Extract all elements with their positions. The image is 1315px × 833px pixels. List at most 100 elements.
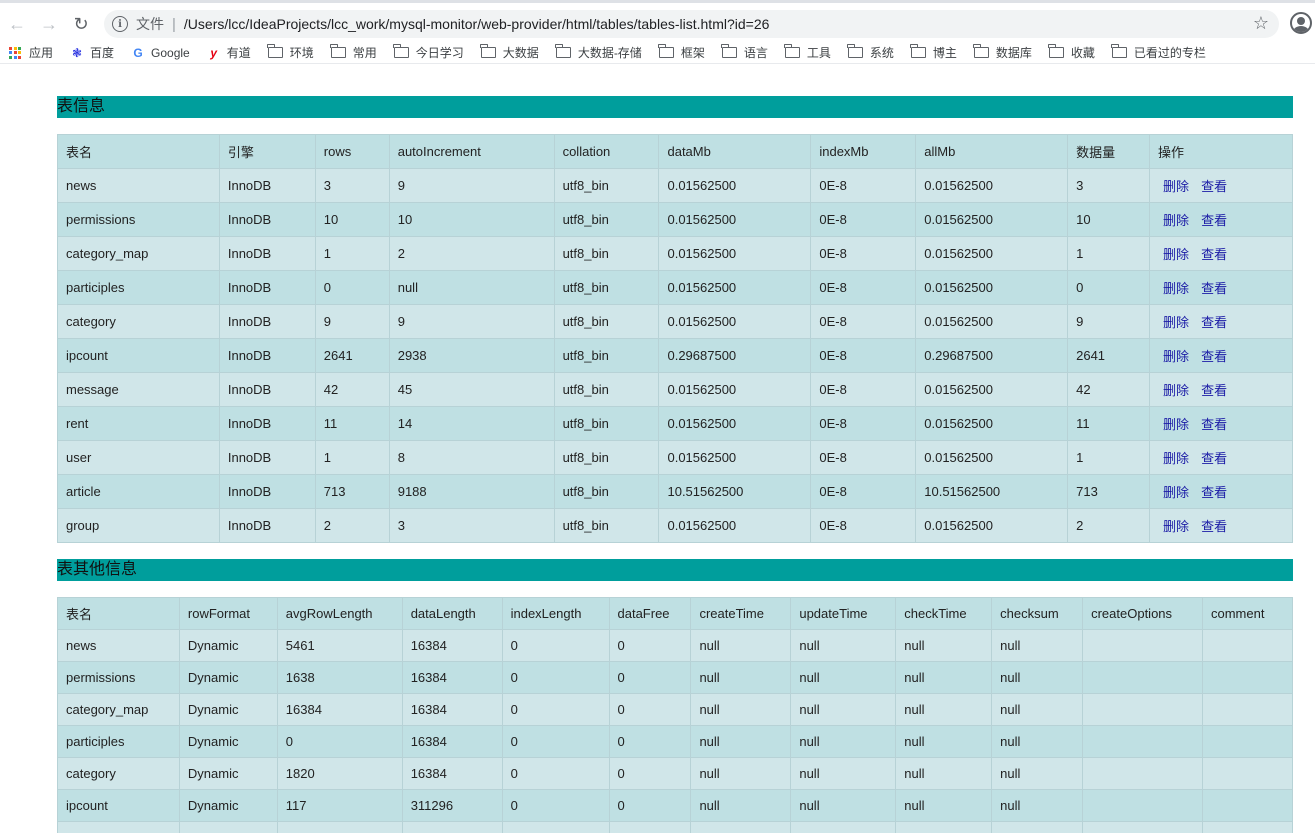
folder-icon [1111,44,1127,58]
table-cell: 0.01562500 [915,168,1069,203]
table-cell: null [895,725,993,758]
bookmark-item[interactable]: G Google [131,43,190,63]
table-cell: 11 [314,406,390,441]
table-cell: 1 [1067,236,1151,271]
table-row: rent InnoDB 11 14 utf8_bin 0.01562500 0E-8 0.01… [57,406,1293,441]
folder-icon [973,44,989,58]
table-cell: null [991,725,1084,758]
youdao-icon: y [210,45,218,60]
table-cell: 10.51562500 [915,474,1069,509]
bookmark-label: Google [151,45,190,60]
delete-link[interactable]: 删除 [1163,179,1190,194]
table-cell: 2938 [388,338,555,373]
delete-link[interactable]: 删除 [1163,349,1190,364]
view-link[interactable]: 查看 [1201,417,1228,432]
bookmark-item[interactable]: 应用 [9,43,53,63]
table-cell [501,821,610,833]
delete-link[interactable]: 删除 [1163,213,1190,228]
delete-link[interactable]: 删除 [1163,383,1190,398]
actions-cell: 删除 查看 [1149,270,1293,305]
view-link[interactable]: 查看 [1201,383,1228,398]
table-cell: null [790,757,897,790]
bookmark-item[interactable]: 语言 [721,43,768,63]
bookmark-label: 应用 [29,46,54,60]
delete-link[interactable]: 删除 [1163,281,1190,296]
bookmark-item[interactable]: 大数据 [480,43,539,63]
column-header: 数据量 [1067,134,1151,169]
bookmark-item[interactable]: 已看过的专栏 [1111,43,1206,63]
back-arrow-icon[interactable]: ← [8,13,26,34]
address-bar[interactable]: i 文件 | /Users/lcc/IdeaProjects/lcc_work/… [104,10,1279,38]
table-cell: 2641 [314,338,390,373]
bookmark-item[interactable]: 常用 [330,43,377,63]
table-cell: category [57,757,180,790]
delete-link[interactable]: 删除 [1163,485,1190,500]
view-link[interactable]: 查看 [1201,519,1228,534]
table-cell: 0E-8 [810,440,917,475]
table-cell: 0.01562500 [658,270,812,305]
view-link[interactable]: 查看 [1201,179,1228,194]
table-cell: 0 [608,629,692,662]
table-cell: 3 [314,168,390,203]
actions-cell: 删除 查看 [1149,508,1293,543]
table-cell: null [790,661,897,694]
bookmark-item[interactable]: 环境 [267,43,314,63]
omnibox-separator: | [172,15,176,33]
table-cell: InnoDB [218,338,316,373]
table-cell: null [690,629,792,662]
bookmark-item[interactable]: 框架 [658,43,705,63]
table-cell: 0E-8 [810,474,917,509]
bookmark-item[interactable]: y 有道 [207,43,250,63]
reload-icon[interactable]: ↻ [73,13,89,34]
table-cell: 0E-8 [810,372,917,407]
bookmark-item[interactable]: 博主 [910,43,957,63]
delete-link[interactable]: 删除 [1163,519,1190,534]
table-cell: 10 [388,202,555,237]
table-cell [1201,629,1294,662]
info-icon[interactable]: i [112,16,128,32]
bookmark-item[interactable]: 今日学习 [393,43,464,63]
actions-cell: 删除 查看 [1149,236,1293,271]
view-link[interactable]: 查看 [1201,281,1228,296]
bookmark-label: 数据库 [995,46,1032,60]
url-text[interactable]: /Users/lcc/IdeaProjects/lcc_work/mysql-m… [183,16,770,32]
table-row: news Dynamic 5461 16384 0 0 null null null null [57,629,1294,662]
table-cell: null [895,629,993,662]
view-link[interactable]: 查看 [1201,451,1228,466]
bookmark-item[interactable]: 工具 [784,43,831,63]
actions-cell: 删除 查看 [1149,338,1293,373]
table-cell: 0 [501,789,610,822]
delete-link[interactable]: 删除 [1163,417,1190,432]
table-cell: 713 [314,474,390,509]
profile-avatar-icon[interactable] [1290,12,1312,34]
view-link[interactable]: 查看 [1201,349,1228,364]
table-cell: InnoDB [218,304,316,339]
table-cell: category_map [57,693,180,726]
bookmark-item[interactable]: 收藏 [1048,43,1095,63]
view-link[interactable]: 查看 [1201,485,1228,500]
table-cell: 0 [501,693,610,726]
table-cell: InnoDB [218,508,316,543]
bookmark-star-icon[interactable]: ☆ [1252,13,1269,33]
bookmark-item[interactable]: ❃ 百度 [70,43,114,63]
folder-icon [721,44,737,58]
delete-link[interactable]: 删除 [1163,451,1190,466]
table-cell: InnoDB [218,474,316,509]
delete-link[interactable]: 删除 [1163,315,1190,330]
table-cell: 1 [314,440,390,475]
table-cell [1082,661,1203,694]
table-cell: 0 [608,757,692,790]
table-row: message InnoDB 42 45 utf8_bin 0.01562500 0E-8 0… [57,372,1293,407]
view-link[interactable]: 查看 [1201,213,1228,228]
bookmark-item[interactable]: 系统 [847,43,894,63]
table-cell [1082,629,1203,662]
delete-link[interactable]: 删除 [1163,247,1190,262]
table-cell: null [895,693,993,726]
table-cell: 0 [501,725,610,758]
bookmark-item[interactable]: 数据库 [973,43,1032,63]
table-cell: 0E-8 [810,338,917,373]
forward-arrow-icon[interactable]: → [40,13,58,34]
bookmark-item[interactable]: 大数据-存储 [555,43,642,63]
view-link[interactable]: 查看 [1201,315,1228,330]
view-link[interactable]: 查看 [1201,247,1228,262]
